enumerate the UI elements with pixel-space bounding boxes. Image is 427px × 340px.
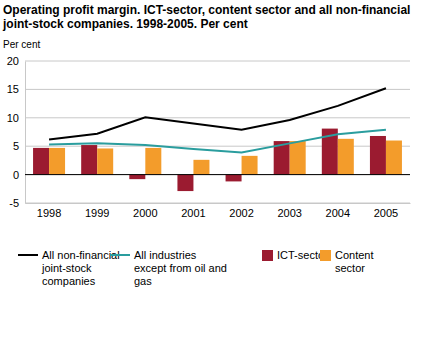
- x-tick: 1998: [37, 203, 61, 219]
- title: Operating profit margin. ICT-sector, con…: [2, 3, 414, 31]
- x-tick: 2000: [133, 203, 157, 219]
- x-tick: 2002: [229, 203, 253, 219]
- legend-item: All industries except from oil and gas: [110, 249, 230, 287]
- y-tick-label: 10: [7, 112, 19, 124]
- bar-series: [33, 129, 386, 191]
- y-tick: 5: [13, 140, 25, 152]
- chart: Operating profit margin. ICT-sector, con…: [0, 0, 427, 340]
- legend-label: All industries except from oil and gas: [134, 249, 230, 287]
- y-tick: 10: [7, 112, 25, 124]
- y-tick-label: 0: [13, 169, 19, 181]
- y-tick: 0: [13, 169, 25, 181]
- grid-line: [25, 117, 410, 118]
- x-tick-label: 2005: [374, 207, 398, 219]
- line: [49, 130, 386, 153]
- y-tick-label: -5: [9, 197, 19, 209]
- x-tick: 1999: [85, 203, 109, 219]
- grid-line: [25, 61, 410, 62]
- legend-swatch: [110, 254, 130, 256]
- x-tick-label: 2002: [229, 207, 253, 219]
- bar: [193, 160, 209, 175]
- bar: [49, 148, 65, 175]
- x-tick-label: 2004: [326, 207, 350, 219]
- legend-item: All non-financial joint-stock companies: [18, 249, 123, 287]
- y-tick-label: 5: [13, 140, 19, 152]
- legend-swatch: [262, 250, 273, 261]
- x-tick: 2001: [181, 203, 205, 219]
- bar: [386, 141, 402, 175]
- y-tick: -5: [9, 197, 25, 209]
- line: [49, 88, 386, 139]
- y-tick-label: 15: [7, 83, 19, 95]
- y-axis: -5 0 5 10 15 20: [7, 55, 26, 209]
- y-tick: 15: [7, 83, 25, 95]
- y-axis-line: [25, 62, 26, 204]
- legend-item: Content sector: [320, 249, 377, 274]
- x-tick: 2004: [326, 203, 350, 219]
- grid-line: [25, 89, 410, 90]
- y-tick: 20: [7, 55, 25, 67]
- bar: [33, 148, 49, 175]
- bar: [242, 156, 258, 175]
- zero-line: [25, 174, 410, 175]
- plot: -5 0 5 10 15 20 1998 1999 2000 2001 2002 2003 2004 20…: [7, 55, 411, 219]
- x-tick-label: 1999: [85, 207, 109, 219]
- bar: [338, 139, 354, 175]
- y-label: Per cent: [3, 39, 40, 50]
- bar: [145, 148, 161, 175]
- x-tick: 2003: [277, 203, 301, 219]
- bar: [177, 175, 193, 191]
- grid-line: [25, 174, 410, 175]
- legend-label: Content sector: [335, 249, 377, 274]
- legend-swatch: [320, 250, 331, 261]
- grid: [25, 61, 410, 203]
- x-axis-line: [26, 203, 411, 204]
- legend-item: ICT-sector: [262, 249, 328, 261]
- x-tick: 2005: [374, 203, 398, 219]
- x-tick-label: 2000: [133, 207, 157, 219]
- bar: [290, 141, 306, 175]
- x-tick-label: 2003: [277, 207, 301, 219]
- marks: [33, 88, 402, 191]
- bar: [370, 136, 386, 175]
- bar: [226, 175, 242, 182]
- grid-line: [25, 203, 410, 204]
- legend-swatch: [18, 254, 38, 256]
- bar: [129, 175, 145, 180]
- y-tick-label: 20: [7, 55, 19, 67]
- bar: [81, 145, 97, 175]
- bar: [97, 148, 113, 174]
- legend: All non-financial joint-stock companies A…: [18, 249, 377, 287]
- x-axis: 1998 1999 2000 2001 2002 2003 2004 2005: [26, 203, 411, 219]
- x-tick-label: 2001: [181, 207, 205, 219]
- x-tick-label: 1998: [37, 207, 61, 219]
